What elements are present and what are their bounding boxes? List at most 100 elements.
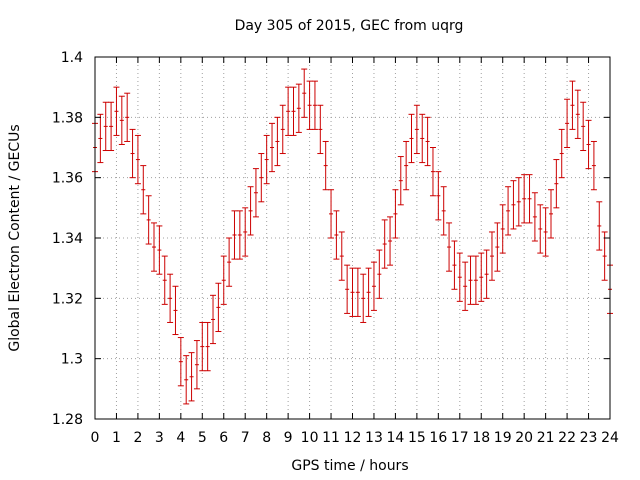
data-point [236,210,243,260]
data-point [301,68,308,118]
grid-lines [95,57,610,419]
data-point [124,92,131,142]
data-point [413,104,420,155]
data-point [113,86,120,136]
data-point [279,104,286,155]
data-point [338,231,345,281]
chart-title: Day 305 of 2015, GEC from uqrg [235,18,464,34]
data-point [472,255,479,305]
data-point [263,134,270,185]
data-point [344,264,351,314]
data-point [210,294,217,345]
data-point [311,80,318,130]
data-point [118,95,125,145]
data-point [387,216,394,266]
data-point [574,89,581,139]
data-point [290,86,297,136]
data-point [231,210,238,260]
data-point [580,101,587,152]
data-point [451,240,458,290]
x-tick-label: 16 [429,430,447,446]
data-point [446,222,453,272]
x-tick-label: 11 [322,430,340,446]
x-tick-label: 14 [387,430,405,446]
data-point [596,201,603,251]
data-point [403,140,410,191]
data-point [274,116,281,167]
x-tick-label: 2 [133,430,142,446]
x-tick-label: 0 [91,430,100,446]
data-point [134,134,141,185]
y-tick-label: 1.28 [52,412,83,428]
data-point [220,255,227,305]
x-tick-label: 9 [284,430,293,446]
data-point [333,210,340,260]
data-point [188,352,195,402]
data-point [183,355,190,405]
x-tick-label: 6 [219,430,228,446]
data-point [537,204,544,254]
data-point [419,113,426,164]
data-point [510,180,517,230]
data-point [462,261,469,311]
data-point [167,273,174,323]
data-point [102,101,109,152]
data-point [515,177,522,227]
data-point [429,147,436,197]
data-point [129,128,136,179]
data-point [193,340,200,390]
y-tick-label: 1.34 [52,231,83,247]
x-tick-label: 18 [472,430,490,446]
y-axis-label: Global Electron Content / GECUs [7,124,23,351]
data-point [526,174,533,224]
y-tick-label: 1.32 [52,291,83,307]
data-point [531,192,538,242]
data-point [108,101,115,152]
data-point [242,207,249,257]
data-point [397,156,404,206]
x-tick-label: 21 [537,430,555,446]
x-tick-label: 15 [408,430,426,446]
data-point [285,86,292,136]
x-tick-label: 10 [301,430,319,446]
y-tick-label: 1.3 [61,352,83,368]
data-point [521,174,528,224]
data-point [392,189,399,239]
x-tick-label: 23 [580,430,598,446]
data-point [440,186,447,236]
data-point [601,231,608,281]
x-tick-label: 1 [112,430,121,446]
data-point [467,255,474,305]
data-point [381,219,388,269]
data-point [590,140,597,191]
data-point [360,273,367,323]
x-axis-label: GPS time / hours [291,458,408,474]
data-point [424,116,431,167]
data-point [161,255,168,305]
x-tick-label: 8 [262,430,271,446]
data-point [547,189,554,239]
data-point [317,104,324,155]
data-point [370,261,377,311]
data-point [328,189,335,239]
x-tick-label: 20 [515,430,533,446]
data-point [365,267,372,317]
data-point [376,249,383,299]
data-point [569,80,576,130]
y-tick-label: 1.36 [52,171,83,187]
data-point [295,83,302,133]
data-point [435,171,442,221]
y-tick-label: 1.38 [52,110,83,126]
data-point [558,128,565,179]
x-tick-label: 12 [344,430,362,446]
data-point [488,231,495,281]
data-point [564,98,571,148]
x-tick-label: 3 [155,430,164,446]
x-tick-label: 17 [451,430,469,446]
data-point [140,165,147,215]
x-tick-label: 4 [176,430,185,446]
data-point [553,159,560,209]
y-tick-label: 1.4 [61,50,83,66]
data-point [505,186,512,236]
